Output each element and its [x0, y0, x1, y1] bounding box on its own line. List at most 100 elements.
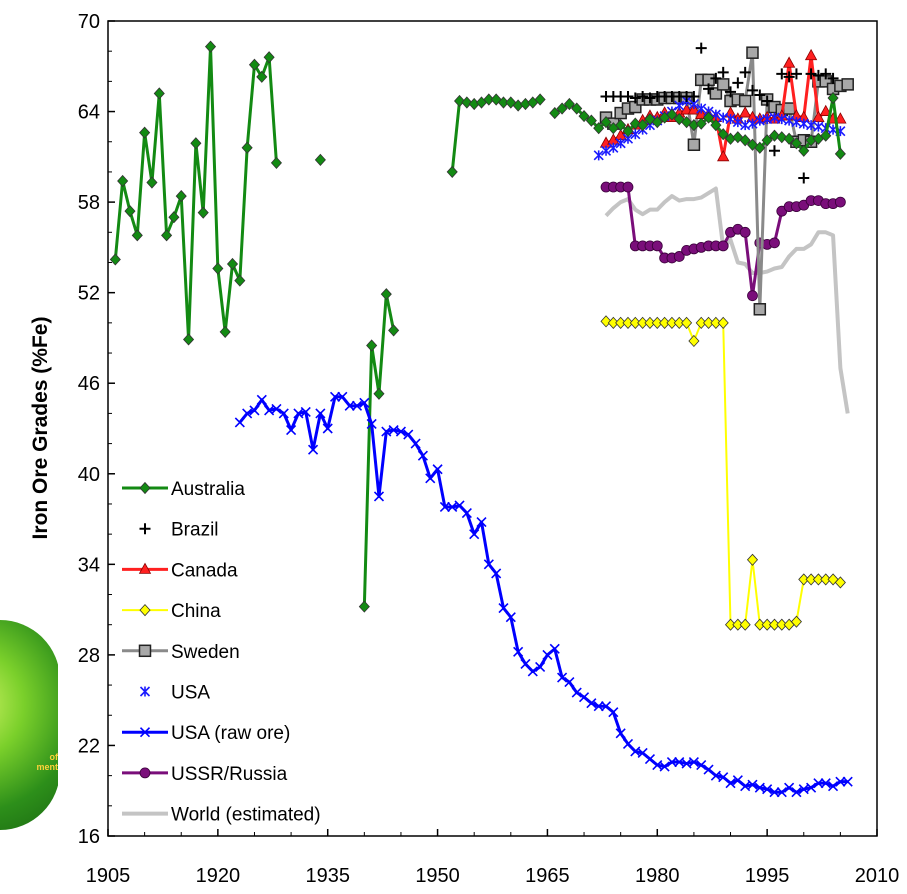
data-point-australia — [219, 325, 231, 339]
data-point-sweden — [687, 138, 701, 152]
data-point-australia — [366, 339, 378, 352]
data-point-sweden — [716, 78, 730, 91]
data-point-china — [695, 316, 707, 329]
data-point-china — [739, 618, 751, 631]
data-point-usa-raw-ore — [308, 444, 319, 455]
data-point-australia — [790, 137, 802, 150]
data-point-australia — [556, 102, 568, 115]
data-point-ussr-russia — [834, 196, 846, 208]
data-point-australia — [710, 119, 722, 132]
data-point-usa-raw-ore — [564, 676, 575, 688]
data-point-australia — [241, 141, 253, 154]
data-point-australia — [175, 189, 187, 203]
data-point-canada — [717, 150, 730, 162]
data-point-australia — [600, 116, 612, 129]
series-line-australia — [450, 97, 541, 173]
data-point-australia — [197, 206, 209, 219]
book-cover-logo-fragment: of ment — [0, 620, 58, 835]
data-point-china — [681, 316, 693, 329]
y-tick-label: 16 — [78, 826, 100, 848]
green-swoosh-graphic — [0, 620, 58, 830]
data-point-usa-raw-ore — [513, 646, 524, 657]
data-point-usa-raw-ore — [417, 450, 428, 461]
data-point-usa-raw-ore — [256, 394, 267, 405]
x-tick-label: 1980 — [635, 865, 680, 887]
data-point-brazil — [776, 68, 788, 80]
data-point-australia — [827, 91, 839, 105]
data-point-australia — [563, 97, 575, 111]
data-point-china — [615, 316, 627, 329]
data-point-usa-raw-ore — [747, 779, 758, 790]
data-point-brazil — [790, 68, 802, 80]
data-point-australia — [204, 40, 217, 53]
data-point-usa — [593, 150, 604, 161]
data-point-usa-raw-ore — [366, 418, 377, 430]
legend-swatch-marker — [139, 604, 151, 617]
y-axis-label: Iron Ore Grades (%Fe) — [29, 317, 52, 540]
data-point-usa — [740, 120, 751, 131]
data-point-usa-raw-ore — [351, 400, 363, 411]
data-point-australia — [622, 125, 634, 138]
data-point-usa-raw-ore — [234, 417, 245, 428]
data-point-australia — [373, 387, 385, 400]
logo-partial-text: of ment — [36, 752, 58, 772]
y-tick-label: 28 — [78, 645, 100, 667]
legend-entry-canada: Canada — [122, 560, 238, 581]
data-point-brazil — [754, 89, 766, 101]
data-point-china — [834, 576, 846, 589]
data-point-china — [600, 315, 612, 328]
data-point-australia — [124, 205, 136, 218]
legend-label: Australia — [171, 479, 245, 500]
data-point-australia — [593, 122, 605, 135]
data-point-sweden — [841, 78, 854, 91]
data-point-australia — [168, 211, 180, 224]
data-point-australia — [754, 141, 766, 154]
data-point-usa-raw-ore — [527, 666, 538, 677]
data-point-brazil — [695, 42, 707, 54]
data-point-brazil — [761, 95, 773, 107]
data-point-china — [761, 618, 773, 631]
data-point-canada — [834, 112, 847, 124]
data-point-china — [659, 316, 671, 329]
data-point-usa-raw-ore — [703, 764, 714, 775]
data-point-china — [629, 316, 641, 329]
data-point-usa-raw-ore — [615, 728, 626, 739]
plot-frame — [107, 20, 878, 837]
data-point-usa-raw-ore — [659, 761, 670, 772]
data-point-brazil — [820, 68, 832, 80]
series-usa-raw-ore — [234, 391, 853, 798]
data-point-australia — [776, 131, 788, 144]
data-point-usa — [747, 118, 758, 129]
x-tick-label: 1920 — [196, 865, 241, 887]
data-point-usa-raw-ore — [732, 775, 743, 786]
data-point-brazil — [732, 77, 744, 89]
data-point-brazil — [827, 72, 839, 84]
data-point-china — [703, 316, 715, 329]
data-point-china — [717, 316, 729, 329]
data-point-australia — [717, 128, 729, 141]
data-point-brazil — [637, 90, 649, 102]
data-point-china — [768, 618, 781, 631]
data-point-usa-raw-ore — [791, 787, 802, 798]
data-point-canada — [782, 56, 796, 68]
data-point-usa-raw-ore — [505, 612, 516, 623]
data-point-australia — [454, 94, 466, 108]
data-point-brazil — [717, 66, 729, 78]
data-point-usa-raw-ore — [842, 776, 853, 787]
data-point-china — [673, 316, 685, 329]
data-point-usa-raw-ore — [813, 778, 824, 789]
data-point-brazil — [703, 83, 715, 95]
data-point-australia — [571, 102, 583, 115]
data-point-china — [666, 316, 678, 329]
data-point-usa-raw-ore — [578, 692, 590, 703]
data-point-australia — [629, 117, 641, 130]
legend-entry-usa-raw-ore: USA (raw ore) — [122, 723, 290, 744]
data-point-australia — [131, 229, 143, 242]
data-point-china — [651, 316, 663, 329]
data-point-australia — [248, 58, 261, 71]
data-point-usa-raw-ore — [820, 778, 831, 789]
data-point-australia — [585, 114, 597, 127]
data-point-australia — [615, 119, 627, 132]
data-point-brazil — [783, 71, 795, 83]
